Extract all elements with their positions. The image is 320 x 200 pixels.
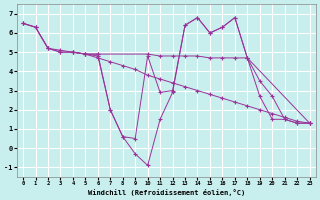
X-axis label: Windchill (Refroidissement éolien,°C): Windchill (Refroidissement éolien,°C) — [88, 189, 245, 196]
